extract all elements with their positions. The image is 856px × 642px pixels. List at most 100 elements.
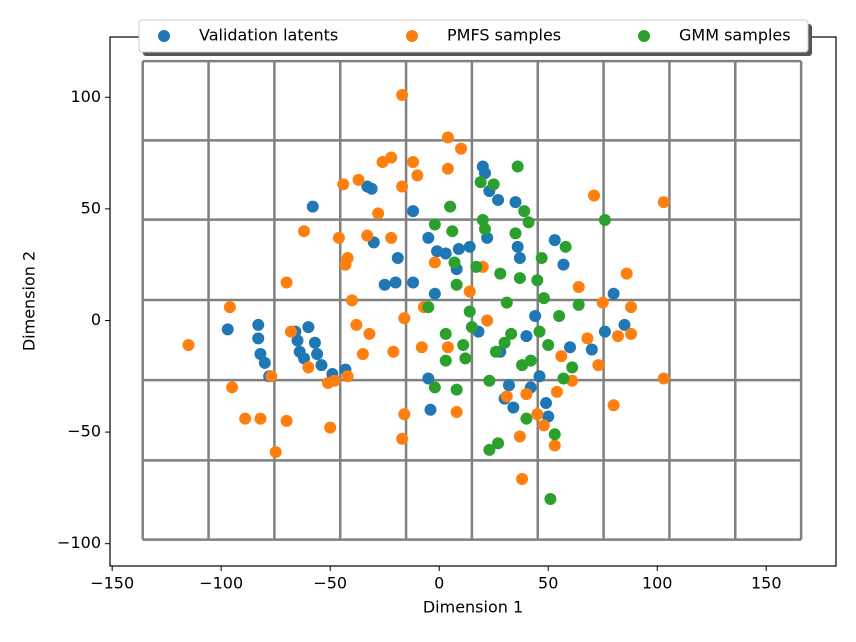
point	[533, 370, 546, 383]
y-tick-label: 50	[81, 198, 101, 217]
point	[548, 428, 561, 441]
point	[657, 372, 670, 385]
x-tick-label: 0	[434, 574, 444, 593]
point	[492, 437, 505, 450]
x-tick-label: −150	[90, 574, 134, 593]
point	[280, 414, 293, 427]
y-tick-label: −100	[57, 533, 101, 552]
point	[452, 243, 465, 256]
point	[252, 318, 265, 331]
point	[422, 301, 435, 314]
point	[422, 231, 435, 244]
point	[535, 251, 548, 264]
point	[548, 234, 561, 247]
point	[450, 383, 463, 396]
point	[470, 260, 483, 273]
point	[618, 318, 631, 331]
point	[302, 361, 315, 374]
point	[311, 347, 324, 360]
point	[254, 347, 267, 360]
point	[280, 276, 293, 289]
point	[439, 354, 452, 367]
point	[391, 251, 404, 264]
legend: Validation latents PMFS samples GMM sample…	[138, 19, 812, 56]
point	[500, 390, 513, 403]
point	[441, 341, 454, 354]
point	[446, 225, 459, 238]
legend-marker	[638, 30, 650, 42]
point	[428, 218, 441, 231]
point	[494, 267, 507, 280]
point	[483, 443, 496, 456]
point	[540, 397, 553, 410]
point	[474, 176, 487, 189]
point	[298, 352, 311, 365]
point	[372, 207, 385, 220]
point	[308, 336, 321, 349]
point	[542, 339, 555, 352]
point	[254, 412, 267, 425]
point	[298, 225, 311, 238]
point	[459, 352, 472, 365]
axes: −150 −100 −50 0 50 100 150 −100 −50 0 50 100	[57, 87, 781, 593]
point	[385, 151, 398, 164]
point	[239, 412, 252, 425]
point	[598, 214, 611, 227]
point	[596, 296, 609, 309]
x-tick-label: 50	[538, 574, 558, 593]
point	[363, 327, 376, 340]
point	[258, 356, 271, 369]
point	[516, 472, 529, 485]
point	[548, 439, 561, 452]
point	[513, 272, 526, 285]
point	[592, 359, 605, 372]
point	[588, 189, 600, 202]
point	[398, 312, 411, 325]
point	[505, 327, 518, 340]
point	[341, 370, 354, 383]
point	[441, 131, 454, 144]
point	[522, 216, 535, 229]
legend-label: Validation latents	[199, 26, 338, 45]
y-axis-label: Dimension 2	[20, 251, 39, 351]
point	[350, 318, 363, 331]
point	[524, 354, 537, 367]
point	[428, 381, 441, 394]
point	[564, 341, 577, 354]
x-tick-label: −100	[199, 574, 243, 593]
point	[337, 178, 350, 191]
point	[489, 345, 502, 358]
x-axis-label: Dimension 1	[423, 598, 523, 617]
point	[269, 446, 282, 459]
legend-label: PMFS samples	[447, 26, 561, 45]
point	[566, 361, 579, 374]
point	[428, 256, 441, 269]
point	[492, 193, 505, 206]
point	[483, 374, 496, 387]
point	[498, 336, 511, 349]
point	[422, 372, 435, 385]
point	[428, 287, 441, 300]
y-tick-label: 100	[70, 87, 101, 106]
point	[607, 287, 620, 300]
point	[361, 229, 374, 242]
point	[585, 343, 598, 356]
point	[448, 256, 461, 269]
point	[450, 278, 463, 291]
point	[332, 231, 345, 244]
point	[291, 334, 304, 347]
point	[531, 408, 544, 421]
point	[502, 379, 515, 392]
point	[481, 314, 494, 327]
point	[572, 280, 585, 293]
point	[620, 267, 633, 280]
x-tick-label: −50	[313, 574, 347, 593]
legend-marker	[406, 30, 418, 42]
point	[365, 182, 378, 195]
point	[226, 381, 239, 394]
point	[511, 240, 524, 253]
point	[520, 412, 533, 425]
point	[572, 298, 585, 311]
point	[520, 330, 533, 343]
point	[537, 419, 550, 432]
